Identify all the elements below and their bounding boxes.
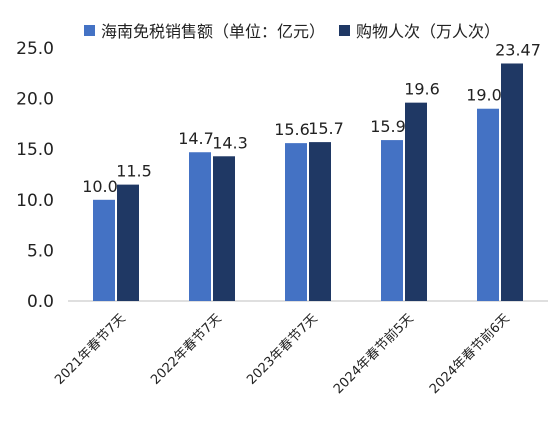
y-tick-label-5: 25.0 [16, 39, 54, 59]
bar-s1-1 [213, 156, 235, 301]
value-label-s0-1: 14.7 [178, 129, 214, 148]
legend-swatch-sales [84, 24, 95, 36]
value-label-s0-3: 15.9 [370, 117, 406, 136]
x-tick-label-4: 2024年春节前6天 [426, 311, 513, 398]
bar-s0-0 [93, 199, 115, 301]
legend-item-sales: 海南免税销售额（单位：亿元） [84, 18, 325, 42]
bar-s0-2 [285, 143, 307, 301]
value-label-s0-0: 10.0 [82, 177, 118, 196]
value-label-s0-4: 19.0 [466, 86, 502, 105]
bar-s0-1 [189, 152, 211, 301]
bar-s1-0 [117, 184, 139, 301]
x-tick-label-1: 2022年春节7天 [148, 311, 225, 388]
bar-s1-3 [405, 102, 427, 301]
y-tick-label-0: 0.0 [27, 292, 54, 312]
x-tick-label-2: 2023年春节7天 [244, 311, 321, 388]
y-tick-label-2: 10.0 [16, 191, 54, 211]
value-label-s0-2: 15.6 [274, 120, 310, 139]
bar-s1-2 [309, 142, 331, 301]
value-label-s1-3: 19.6 [404, 80, 440, 99]
value-label-s1-0: 11.5 [116, 162, 152, 181]
y-tick-label-1: 5.0 [27, 241, 54, 261]
y-tick-label-4: 20.0 [16, 90, 54, 110]
bar-s1-4 [501, 63, 523, 302]
value-label-s1-1: 14.3 [212, 133, 248, 152]
chart-legend: 海南免税销售额（单位：亿元） 购物人次（万人次） [84, 18, 514, 42]
legend-swatch-visits [339, 24, 351, 36]
x-tick-label-0: 2021年春节7天 [52, 311, 129, 388]
legend-label-sales: 海南免税销售额（单位：亿元） [101, 22, 326, 41]
legend-item-visits: 购物人次（万人次） [339, 18, 500, 42]
x-tick-label-3: 2024年春节前5天 [330, 311, 417, 398]
legend-label-visits: 购物人次（万人次） [356, 22, 501, 41]
bar-s0-4 [477, 108, 499, 301]
y-tick-label-3: 15.0 [16, 140, 54, 160]
bar-s0-3 [381, 140, 403, 301]
value-label-s1-2: 15.7 [308, 119, 344, 138]
value-label-s1-4: 23.47 [495, 40, 541, 59]
